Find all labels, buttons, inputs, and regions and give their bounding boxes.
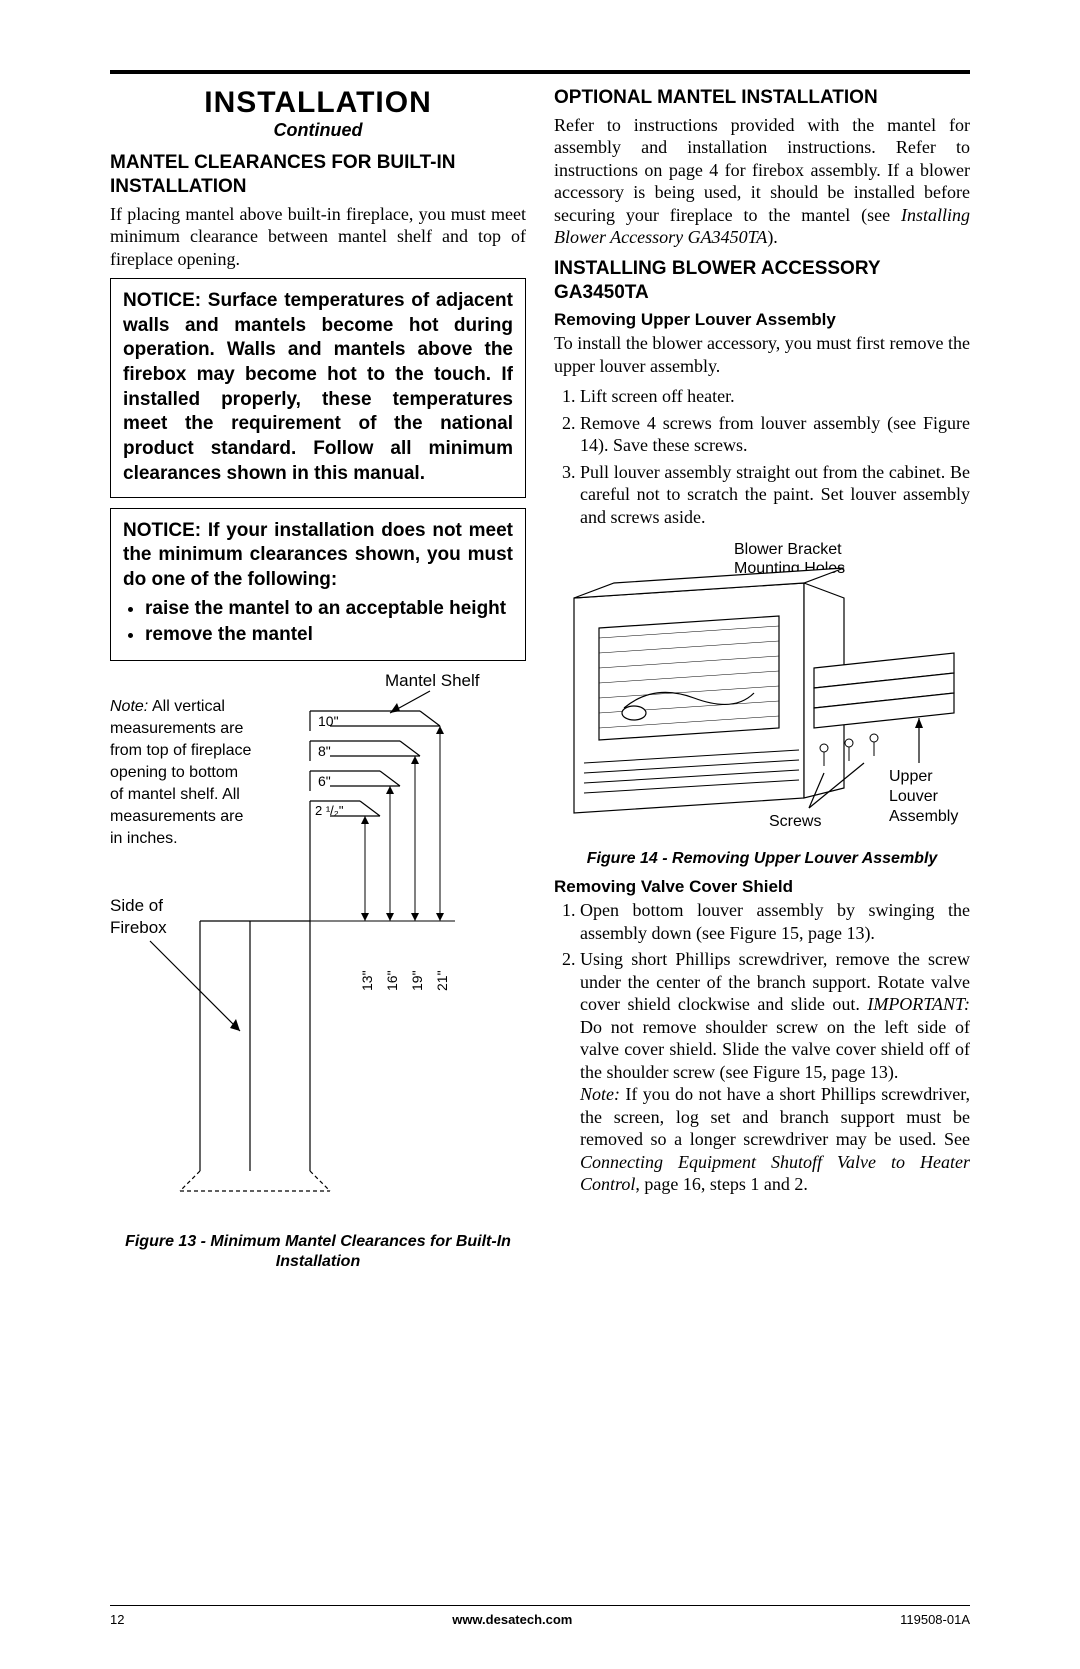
mantel-shelf-label: Mantel Shelf <box>385 671 480 690</box>
notice-box-2: NOTICE: If your installation does not me… <box>110 508 526 661</box>
svg-text:10": 10" <box>318 713 339 729</box>
footer-url: www.desatech.com <box>452 1612 572 1627</box>
page-title: INSTALLATION <box>110 86 526 120</box>
notice-2-item: raise the mantel to an acceptable height <box>145 597 513 622</box>
figure-13-caption: Figure 13 - Minimum Mantel Clearances fo… <box>110 1232 526 1272</box>
svg-text:13": 13" <box>359 970 375 991</box>
svg-text:8": 8" <box>318 743 331 759</box>
valve-cover-heading: Removing Valve Cover Shield <box>554 877 970 897</box>
remove-upper-intro: To install the blower accessory, you mus… <box>554 332 970 377</box>
svg-text:Side of: Side of <box>110 896 163 915</box>
step-item: Using short Phillips screwdriver, remove… <box>580 948 970 1196</box>
notice-2-item: remove the mantel <box>145 623 513 648</box>
svg-text:Firebox: Firebox <box>110 918 167 937</box>
svg-text:6": 6" <box>318 773 331 789</box>
blower-accessory-heading: INSTALLING BLOWER ACCESSORY GA3450TA <box>554 257 970 305</box>
svg-text:Note:: Note: <box>110 698 148 715</box>
svg-text:in inches.: in inches. <box>110 830 178 847</box>
step-item: Remove 4 screws from louver assembly (se… <box>580 412 970 457</box>
svg-text:from top of fireplace: from top of fireplace <box>110 742 252 759</box>
svg-text:All vertical: All vertical <box>152 698 225 715</box>
right-column: OPTIONAL MANTEL INSTALLATION Refer to in… <box>554 86 970 1280</box>
content-columns: INSTALLATION Continued MANTEL CLEARANCES… <box>110 86 970 1280</box>
svg-text:Blower Bracket: Blower Bracket <box>734 541 842 558</box>
svg-text:of mantel shelf. All: of mantel shelf. All <box>110 786 240 803</box>
valve-steps: Open bottom louver assembly by swinging … <box>554 899 970 1196</box>
svg-text:Louver: Louver <box>889 788 939 805</box>
notice-1-text: NOTICE: Surface temperatures of adjacent… <box>123 289 513 487</box>
top-rule <box>110 70 970 74</box>
left-column: INSTALLATION Continued MANTEL CLEARANCES… <box>110 86 526 1280</box>
mantel-intro-text: If placing mantel above built-in firepla… <box>110 203 526 271</box>
optional-mantel-heading: OPTIONAL MANTEL INSTALLATION <box>554 86 970 110</box>
page-number: 12 <box>110 1612 124 1627</box>
svg-text:21": 21" <box>434 970 450 991</box>
optional-mantel-body: Refer to instructions provided with the … <box>554 114 970 249</box>
notice-box-1: NOTICE: Surface temperatures of adjacent… <box>110 278 526 498</box>
svg-text:2 ¹/₂": 2 ¹/₂" <box>315 803 344 818</box>
continued-label: Continued <box>110 120 526 141</box>
svg-text:Screws: Screws <box>769 813 821 830</box>
step-item: Pull louver assembly straight out from t… <box>580 461 970 529</box>
svg-text:Assembly: Assembly <box>889 808 958 825</box>
svg-text:measurements are: measurements are <box>110 808 243 825</box>
step-item: Lift screen off heater. <box>580 385 970 408</box>
notice-2-lead: NOTICE: If your installation does not me… <box>123 520 513 590</box>
remove-upper-steps: Lift screen off heater. Remove 4 screws … <box>554 385 970 528</box>
svg-text:Upper: Upper <box>889 768 933 785</box>
svg-text:16": 16" <box>384 970 400 991</box>
figure-14-caption: Figure 14 - Removing Upper Louver Assemb… <box>554 849 970 869</box>
louver-assembly-svg: Blower Bracket Mounting Holes <box>554 538 974 838</box>
mantel-clearance-svg: Mantel Shelf 10" 8" 6" <box>110 671 530 1221</box>
step-item: Open bottom louver assembly by swinging … <box>580 899 970 944</box>
svg-text:19": 19" <box>409 970 425 991</box>
figure-13-diagram: Mantel Shelf 10" 8" 6" <box>110 671 526 1226</box>
doc-number: 119508-01A <box>900 1612 970 1627</box>
page-footer: 12 www.desatech.com 119508-01A <box>110 1605 970 1627</box>
svg-text:measurements are: measurements are <box>110 720 243 737</box>
remove-upper-louver-heading: Removing Upper Louver Assembly <box>554 310 970 330</box>
mantel-clearances-heading: MANTEL CLEARANCES FOR BUILT-IN INSTALLAT… <box>110 151 526 199</box>
notice-2-text: NOTICE: If your installation does not me… <box>123 519 513 648</box>
figure-14-diagram: Blower Bracket Mounting Holes <box>554 538 970 843</box>
svg-text:opening to bottom: opening to bottom <box>110 764 238 781</box>
notice-2-list: raise the mantel to an acceptable height… <box>123 597 513 648</box>
